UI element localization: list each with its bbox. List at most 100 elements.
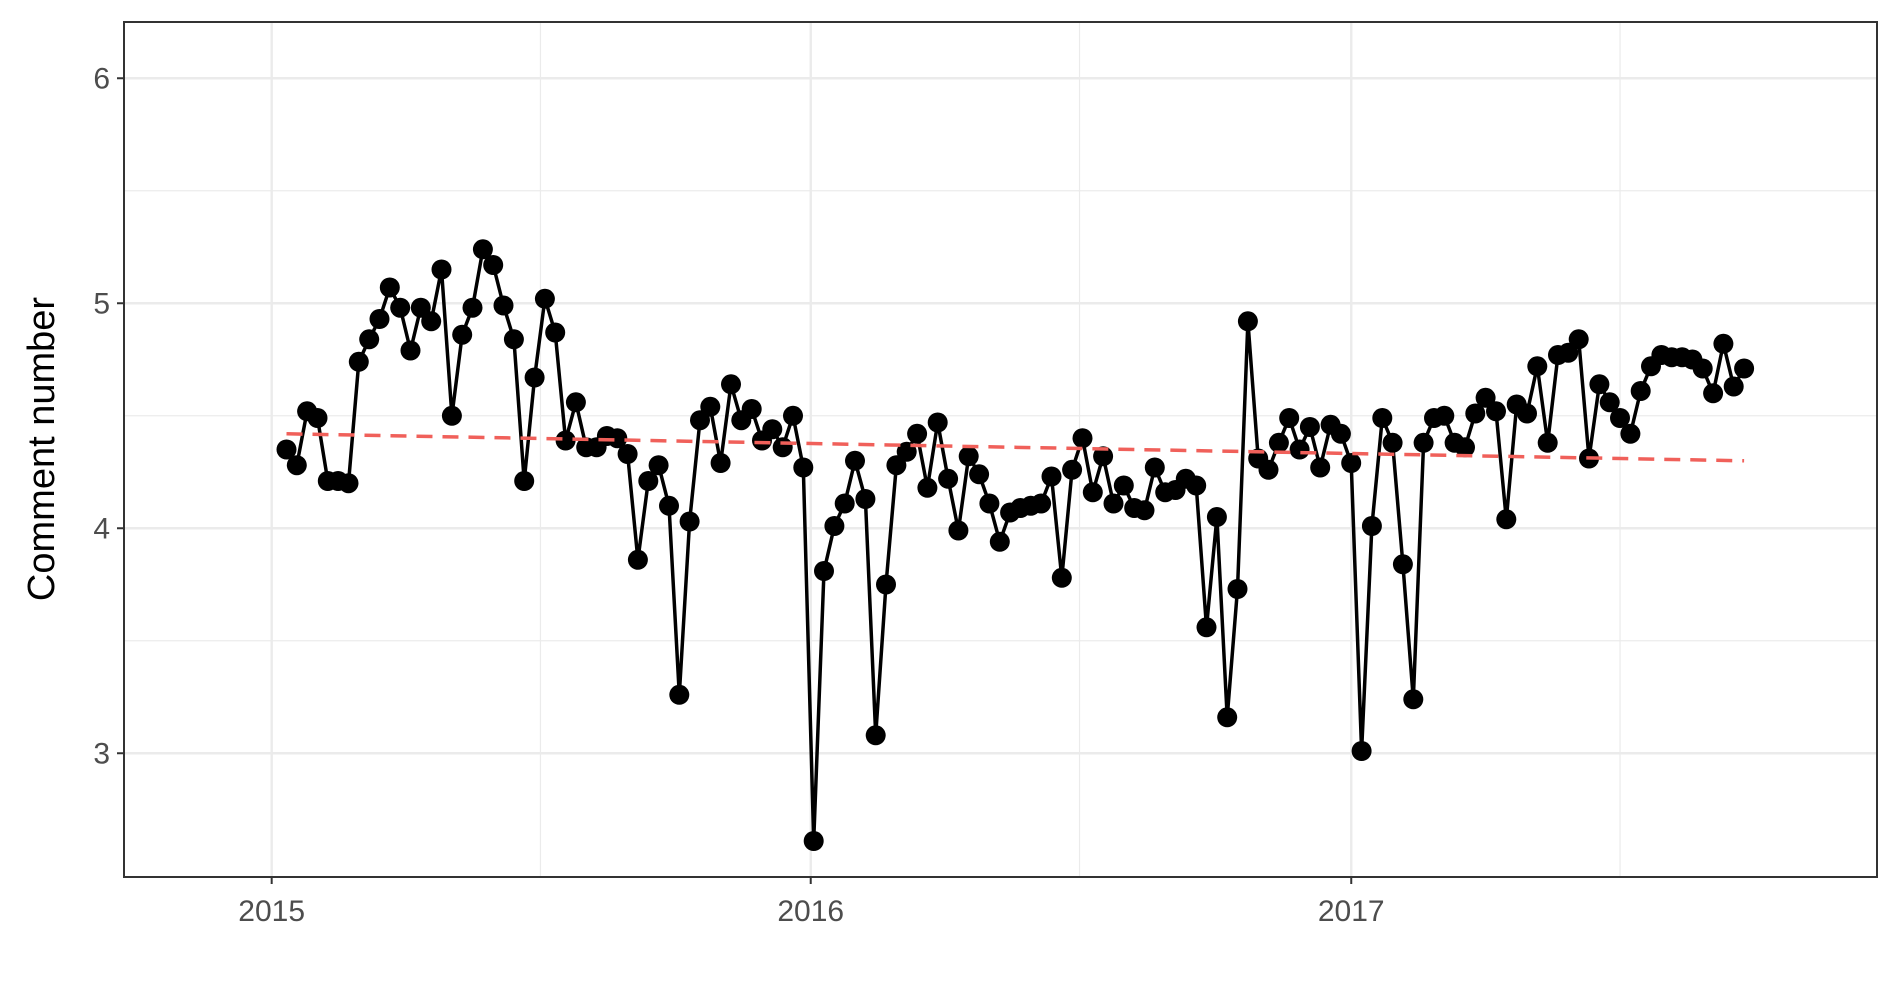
- y-tick-label: 5: [93, 287, 110, 320]
- data-point: [1599, 392, 1620, 413]
- data-point: [1537, 432, 1558, 453]
- data-point: [379, 277, 400, 298]
- data-point: [1093, 446, 1114, 467]
- x-tick-label: 2015: [238, 895, 305, 928]
- data-point: [1496, 509, 1517, 530]
- data-point: [700, 396, 721, 417]
- data-point: [1713, 333, 1734, 354]
- data-point: [1144, 457, 1165, 478]
- data-point: [638, 471, 659, 491]
- data-point: [824, 516, 845, 536]
- data-point: [907, 423, 928, 444]
- data-point: [948, 520, 969, 541]
- major-gridlines: [124, 22, 1877, 877]
- x-tick-label: 2017: [1318, 895, 1385, 928]
- data-point: [803, 831, 824, 851]
- data-point: [989, 531, 1010, 552]
- data-point: [1465, 403, 1486, 424]
- data-point: [1072, 428, 1093, 449]
- data-point: [1051, 567, 1072, 588]
- data-point: [1186, 475, 1207, 496]
- data-point: [1196, 617, 1217, 638]
- data-point: [1258, 459, 1279, 480]
- data-point: [669, 684, 690, 705]
- data-point: [958, 446, 979, 467]
- data-point: [1031, 493, 1052, 514]
- data-point: [400, 340, 421, 361]
- data-point: [1527, 356, 1548, 377]
- data-point: [1341, 453, 1362, 473]
- data-point: [441, 405, 462, 426]
- data-point: [834, 493, 855, 514]
- data-point: [876, 574, 896, 595]
- data-point: [390, 297, 411, 318]
- data-point: [969, 464, 990, 485]
- data-point: [1206, 507, 1227, 527]
- data-point: [679, 511, 700, 532]
- data-point: [1289, 439, 1310, 460]
- y-axis: 3 4 5 6: [93, 62, 124, 770]
- data-point: [431, 259, 452, 280]
- data-point: [1413, 432, 1434, 453]
- data-point: [741, 399, 762, 419]
- data-point: [1392, 554, 1413, 575]
- data-point: [783, 405, 803, 426]
- data-point: [1517, 403, 1537, 424]
- data-point: [503, 329, 524, 350]
- data-point: [483, 255, 504, 275]
- data-point: [927, 412, 948, 433]
- data-point: [648, 455, 669, 476]
- data-point: [1134, 500, 1155, 521]
- data-point: [1268, 432, 1289, 453]
- data-point: [627, 549, 648, 570]
- data-point: [410, 297, 431, 318]
- y-tick-label: 6: [93, 62, 110, 95]
- data-point: [855, 489, 876, 509]
- data-point: [659, 495, 679, 516]
- trend-line: [286, 432, 1745, 463]
- data-point: [286, 455, 307, 476]
- data-point: [1237, 311, 1258, 332]
- data-point: [1279, 408, 1300, 428]
- data-point: [338, 473, 359, 494]
- data-point: [865, 725, 886, 746]
- x-axis: 2015 2016 2017: [238, 877, 1385, 928]
- data-point: [607, 428, 628, 449]
- data-point: [1227, 579, 1248, 599]
- data-point: [762, 419, 783, 440]
- data-point: [710, 453, 731, 473]
- data-point: [1558, 342, 1579, 363]
- data-point: [1299, 417, 1320, 437]
- y-tick-label: 3: [93, 737, 110, 770]
- data-point: [534, 288, 555, 309]
- data-point: [1703, 383, 1724, 404]
- data-point: [1382, 432, 1403, 453]
- data-point: [845, 450, 865, 471]
- data-point: [938, 468, 959, 489]
- y-tick-label: 4: [93, 512, 110, 545]
- data-point: [472, 239, 493, 260]
- data-point: [979, 493, 1000, 514]
- data-point: [307, 408, 328, 428]
- data-point: [1620, 423, 1641, 444]
- data-point: [565, 392, 586, 413]
- data-point: [1041, 466, 1062, 487]
- data-point: [1568, 329, 1589, 350]
- data-point: [462, 297, 483, 318]
- y-axis-title: Comment number: [21, 297, 63, 601]
- data-point: [1403, 689, 1424, 710]
- data-point: [793, 457, 814, 478]
- data-point: [1113, 475, 1134, 496]
- data-point: [1310, 457, 1331, 478]
- data-point: [1723, 376, 1744, 397]
- series-layer: [276, 239, 1755, 851]
- data-point: [421, 311, 442, 332]
- data-point: [772, 437, 793, 458]
- data-point: [514, 471, 535, 491]
- data-point: [452, 324, 473, 345]
- data-point: [1475, 387, 1496, 408]
- data-point: [1610, 408, 1630, 428]
- series-points: [276, 239, 1755, 851]
- data-point: [555, 430, 576, 451]
